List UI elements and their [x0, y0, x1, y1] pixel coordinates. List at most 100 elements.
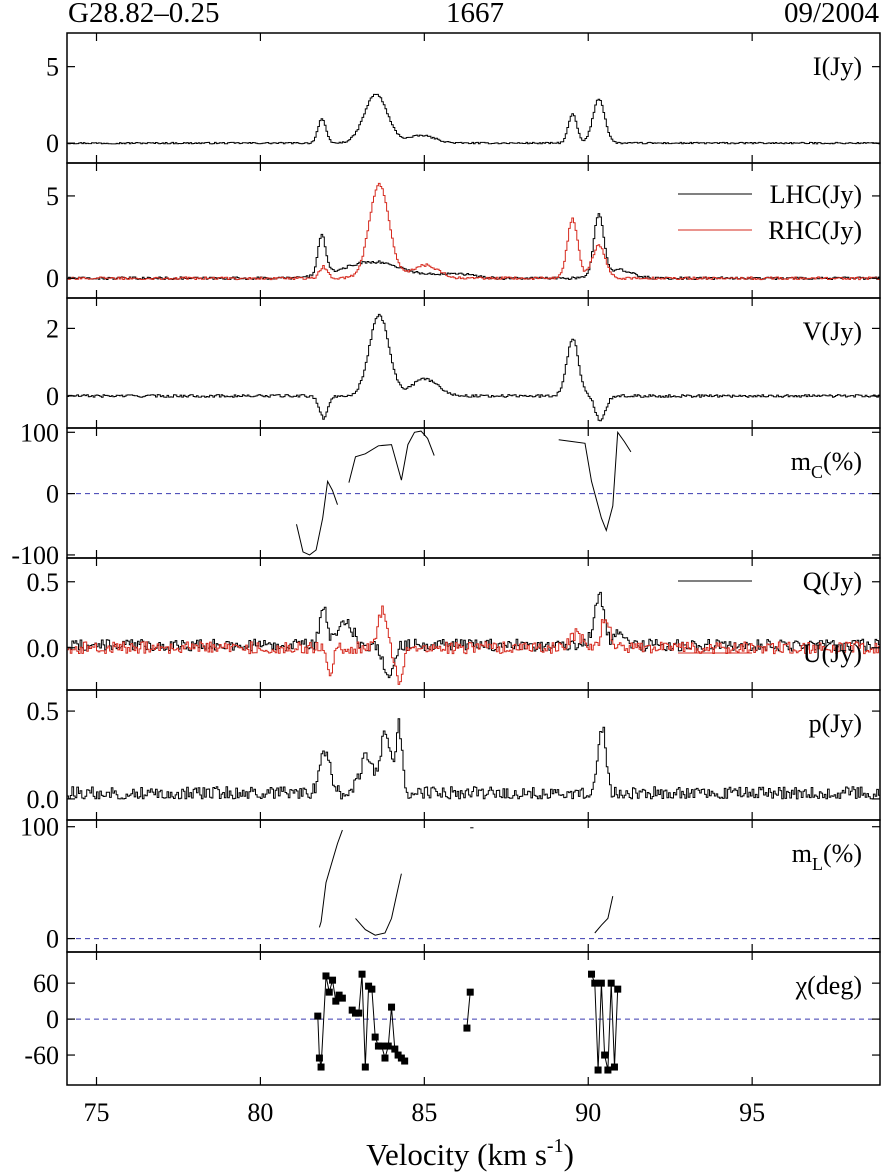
data-point-3-1 [591, 979, 599, 987]
data-point-0-4 [325, 988, 333, 996]
plot-area-mL [67, 827, 880, 940]
segment-mC-3 [558, 430, 632, 532]
data-point-2-1 [466, 988, 474, 996]
y-tick-label-mL-0: 0 [46, 925, 59, 954]
plot-area-p [67, 718, 880, 800]
panel-frame-mC [66, 427, 881, 559]
panel-I: 0 5 I(Jy) [46, 32, 881, 164]
x-axis-title-close: ) [564, 1137, 574, 1172]
y-tick-label-I-1: 5 [46, 53, 59, 82]
panel-frame-mL [66, 819, 881, 953]
data-point-3-7 [610, 1063, 618, 1071]
panel-QU: 0.0 0.5 Q(Jy) U(Jy) [27, 557, 881, 691]
data-point-1-2 [355, 1009, 363, 1017]
panel-label-chi: χ(deg) [795, 971, 862, 1000]
plot-area-chi [67, 970, 880, 1074]
data-point-3-5 [604, 1066, 612, 1074]
panel-frame-V [66, 297, 881, 429]
plot-area-mC [67, 430, 880, 558]
data-point-1-10 [381, 1054, 389, 1062]
x-axis-title-main: Velocity (km s [366, 1137, 547, 1172]
data-point-0-8 [338, 994, 346, 1002]
series-line-LR-1 [67, 182, 880, 281]
y-tick-label-V-0: 0 [46, 382, 59, 411]
legend-label-LR-1: RHC(Jy) [768, 216, 862, 245]
data-point-3-8 [614, 985, 622, 993]
series-line-V-0 [67, 313, 880, 422]
y-tick-label-QU-0: 0.0 [27, 634, 60, 663]
panel-label-mL: mL(%) [792, 839, 862, 874]
segment-mC-1 [348, 430, 435, 483]
panel-label-V: V(Jy) [803, 317, 862, 346]
series-line-p-0 [67, 718, 880, 800]
panel-mC: -100 0 100 mC(%) [11, 418, 881, 570]
y-tick-label-mL-1: 100 [20, 813, 59, 842]
plot-area-I [67, 93, 880, 145]
x-tick-label-1: 80 [247, 1098, 273, 1127]
data-point-0-5 [329, 976, 337, 984]
data-point-1-16 [401, 1057, 409, 1065]
data-point-0-0 [314, 1012, 322, 1020]
panel-p: 0.0 0.5 p(Jy) [27, 689, 881, 821]
panel-LR: 0 5 LHC(Jy) RHC(Jy) [46, 162, 881, 299]
data-point-1-13 [391, 1045, 399, 1053]
data-point-1-11 [384, 1042, 392, 1050]
panel-stack: 0 5 I(Jy) 0 5 LHC(Jy) RHC(Jy) 0 2 V(Jy) -100 0 100 mC… [11, 32, 881, 1127]
series-line-QU-0 [67, 591, 880, 679]
data-point-0-2 [317, 1063, 325, 1071]
data-point-3-2 [594, 1066, 602, 1074]
legend-label-QU-1: U(Jy) [803, 639, 862, 668]
data-point-3-0 [588, 970, 596, 978]
y-tick-label-mC-1: 0 [46, 480, 59, 509]
header-transition: 1667 [446, 0, 504, 29]
y-tick-label-QU-1: 0.5 [27, 568, 60, 597]
panel-V: 0 2 V(Jy) [46, 297, 881, 429]
data-point-2-0 [463, 1024, 471, 1032]
y-tick-label-p-0: 0.0 [27, 785, 60, 814]
segment-mL-3 [594, 895, 614, 934]
legend-label-LR-0: LHC(Jy) [770, 180, 862, 209]
plot-area-LR [67, 182, 880, 281]
data-point-1-9 [378, 1042, 386, 1050]
y-tick-label-chi-0: -60 [24, 1041, 59, 1070]
y-tick-label-LR-0: 0 [46, 264, 59, 293]
plot-area-V [67, 313, 880, 422]
x-axis-title-exponent: -1 [547, 1135, 564, 1157]
y-tick-label-chi-2: 60 [33, 969, 59, 998]
panel-mL: 0 100 mL(%) [20, 813, 881, 954]
data-point-1-12 [388, 1003, 396, 1011]
panel-label-p: p(Jy) [809, 709, 862, 738]
y-tick-label-p-1: 0.5 [27, 697, 60, 726]
y-tick-label-mC-0: -100 [11, 541, 59, 570]
data-point-0-3 [322, 972, 330, 980]
header-epoch: 09/2004 [784, 0, 880, 29]
data-point-1-3 [358, 970, 366, 978]
panel-chi: -60 0 60 χ(deg) [24, 951, 881, 1086]
x-axis-title: Velocity (km s-1) [366, 1135, 574, 1172]
segment-mL-1 [355, 873, 402, 936]
connector-chi-2 [466, 992, 471, 1029]
panel-frame-QU [66, 557, 881, 691]
data-point-0-6 [332, 997, 340, 1005]
y-tick-label-LR-1: 5 [46, 182, 59, 211]
data-point-1-7 [371, 1033, 379, 1041]
data-point-1-4 [361, 1063, 369, 1071]
data-point-3-3 [597, 979, 605, 987]
series-line-LR-0 [67, 213, 880, 280]
panel-label-I: I(Jy) [813, 52, 862, 81]
data-point-0-1 [315, 1054, 323, 1062]
x-tick-label-2: 85 [411, 1098, 437, 1127]
x-tick-label-0: 75 [84, 1098, 110, 1127]
y-tick-label-chi-1: 0 [46, 1005, 59, 1034]
series-line-QU-1 [67, 605, 880, 685]
y-tick-label-I-0: 0 [46, 129, 59, 158]
panel-label-mC: mC(%) [791, 447, 862, 482]
header-source-name: G28.82–0.25 [68, 0, 219, 29]
legend-label-QU-0: Q(Jy) [803, 567, 862, 596]
data-point-3-6 [607, 979, 615, 987]
segment-mL-0 [318, 829, 343, 928]
plot-area-QU [67, 591, 880, 685]
panel-frame-p [66, 689, 881, 821]
x-tick-label-3: 90 [575, 1098, 601, 1127]
